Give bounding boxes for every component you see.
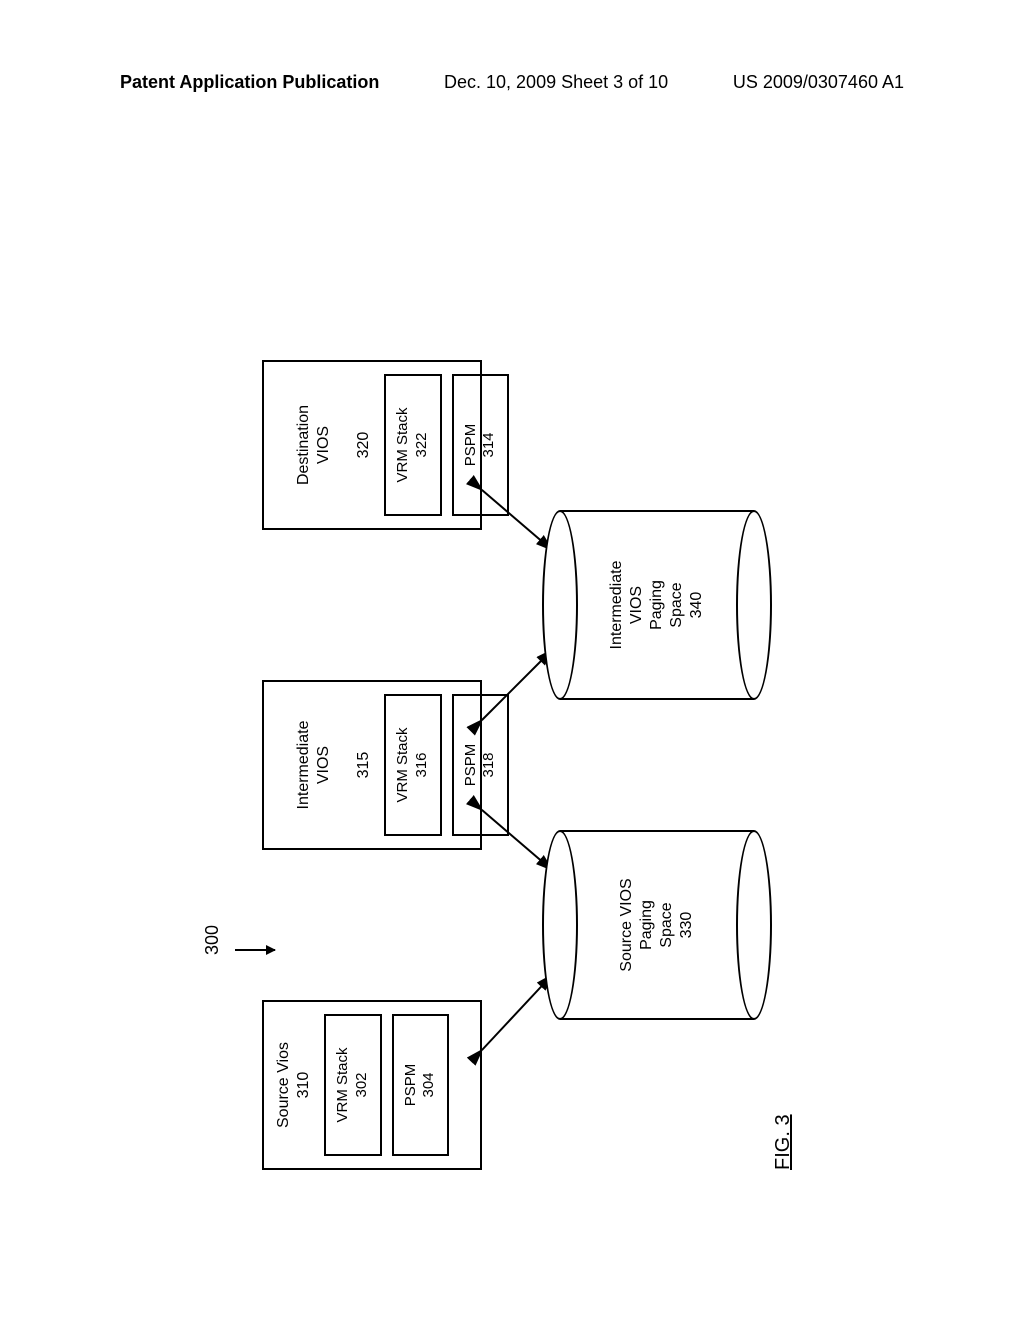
source-pspm-id: 304 <box>420 1072 437 1097</box>
ref-label-300: 300 <box>202 925 223 955</box>
cyl1-l1: Source VIOS <box>618 878 635 971</box>
intermediate-vrm-label: VRM Stack <box>394 728 411 803</box>
destination-pspm-box: PSPM 314 <box>452 374 510 516</box>
header-right: US 2009/0307460 A1 <box>733 72 904 93</box>
cyl2-top <box>542 510 578 700</box>
cyl1-top <box>542 830 578 1020</box>
source-id: 310 <box>295 1072 312 1099</box>
intermediate-pspm-id: 318 <box>480 752 497 777</box>
source-vios-title: Source Vios 310 <box>274 1002 314 1168</box>
destination-vrm-label: VRM Stack <box>394 408 411 483</box>
intermediate-title-text: Intermediate VIOS <box>295 721 332 810</box>
source-pspm-label: PSPM <box>402 1064 419 1107</box>
cyl2-id: 340 <box>688 592 705 619</box>
intermediate-paging-cylinder: Intermediate VIOS Paging Space 340 <box>542 510 772 700</box>
destination-id: 320 <box>355 432 372 459</box>
intermediate-vrm-id: 316 <box>413 752 430 777</box>
header-mid: Dec. 10, 2009 Sheet 3 of 10 <box>444 72 668 93</box>
cyl1-l3: Space <box>658 902 675 947</box>
cyl2-l3: Space <box>668 582 685 627</box>
destination-vios-box: Destination VIOS 320 VRM Stack 322 PSPM … <box>262 360 482 530</box>
source-vrm-box: VRM Stack 302 <box>324 1014 382 1156</box>
cyl2-bot <box>736 510 772 700</box>
ref-arrow-300 <box>235 949 275 951</box>
source-vios-box: Source Vios 310 VRM Stack 302 PSPM 304 <box>262 1000 482 1170</box>
source-vrm-id: 302 <box>353 1072 370 1097</box>
intermediate-vrm-box: VRM Stack 316 <box>384 694 442 836</box>
intermediate-vios-title: Intermediate VIOS 315 <box>274 682 374 848</box>
intermediate-pspm-label: PSPM <box>462 744 479 787</box>
intermediate-pspm-box: PSPM 318 <box>452 694 510 836</box>
cyl2-label: Intermediate VIOS Paging Space 340 <box>607 558 707 653</box>
intermediate-vios-box: Intermediate VIOS 315 VRM Stack 316 PSPM… <box>262 680 482 850</box>
destination-pspm-label: PSPM <box>462 424 479 467</box>
destination-pspm-id: 314 <box>480 432 497 457</box>
cyl1-bot <box>736 830 772 1020</box>
cyl1-id: 330 <box>678 912 695 939</box>
cyl1-label: Source VIOS Paging Space 330 <box>617 878 697 971</box>
page-header: Patent Application Publication Dec. 10, … <box>0 72 1024 102</box>
source-paging-cylinder: Source VIOS Paging Space 330 <box>542 830 772 1020</box>
source-vrm-label: VRM Stack <box>334 1048 351 1123</box>
destination-title-text: Destination VIOS <box>295 405 332 485</box>
destination-vrm-box: VRM Stack 322 <box>384 374 442 516</box>
figure-caption: FIG. 3 <box>772 1114 795 1170</box>
cyl2-l2: Paging <box>648 580 665 630</box>
intermediate-id: 315 <box>355 752 372 779</box>
destination-vios-title: Destination VIOS 320 <box>274 362 374 528</box>
cyl2-l1: Intermediate VIOS <box>608 561 645 650</box>
patent-page: Patent Application Publication Dec. 10, … <box>0 0 1024 1320</box>
source-pspm-box: PSPM 304 <box>392 1014 450 1156</box>
figure-3: 300 Source Vios 310 VRM Stack 302 PSPM 3… <box>212 350 812 1170</box>
cyl1-l2: Paging <box>638 900 655 950</box>
header-left: Patent Application Publication <box>120 72 379 93</box>
destination-vrm-id: 322 <box>413 432 430 457</box>
source-title-text: Source Vios <box>275 1042 292 1128</box>
